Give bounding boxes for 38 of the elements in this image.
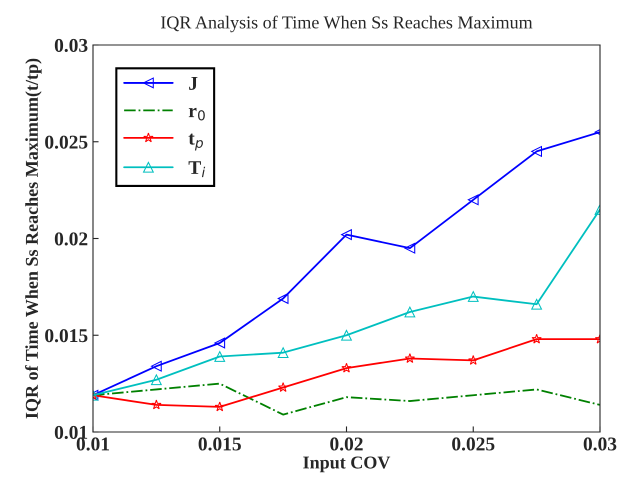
point [531, 334, 542, 344]
point [531, 298, 542, 310]
point [341, 330, 352, 341]
point [151, 400, 162, 410]
point [404, 306, 416, 318]
legend-label: r$_{0}$ [188, 108, 205, 120]
x-tick-label: 0.025 [452, 437, 494, 451]
y-tick-label: 0.01 [54, 426, 88, 440]
point [278, 382, 288, 392]
point [278, 293, 289, 304]
x-tick-label: 0.01 [76, 437, 110, 451]
point [150, 374, 162, 386]
legend-label: t$_{p}$ [188, 134, 203, 151]
chart-title: IQR Analysis of Time When Ss Reaches Maximum [160, 16, 532, 32]
x-tick-label: 0.03 [584, 437, 616, 451]
y-axis-title: IQR of Time When Ss Reaches Maximum(t/tp) [25, 58, 42, 418]
point [214, 338, 226, 348]
point [341, 229, 352, 240]
point [404, 242, 416, 254]
y-tick-label: 0.015 [45, 329, 88, 342]
y-tick-label: 0.02 [54, 232, 88, 246]
legend-label: T$_{i}$ [188, 161, 206, 178]
point [150, 360, 162, 372]
point [468, 291, 479, 302]
point [214, 401, 225, 412]
x-axis-title: Input COV [303, 456, 390, 472]
point [341, 362, 352, 373]
y-tick-label: 0.03 [54, 38, 88, 52]
point [468, 355, 478, 365]
point [531, 146, 542, 157]
x-tick-label: 0.02 [330, 437, 363, 451]
x-tick-label: 0.015 [198, 437, 241, 451]
point [214, 351, 226, 362]
y-tick-label: 0.025 [45, 136, 88, 149]
point [468, 194, 479, 206]
point [278, 347, 289, 358]
legend-label: J [189, 76, 198, 90]
point [404, 353, 416, 363]
